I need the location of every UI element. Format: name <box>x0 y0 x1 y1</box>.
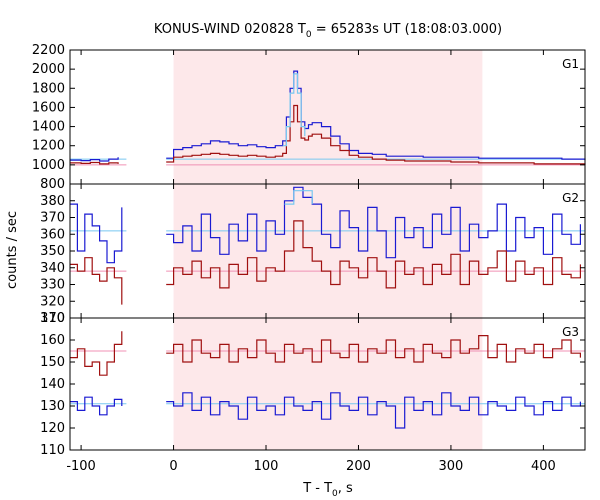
panel-label: G2 <box>562 191 579 205</box>
y-tick-label: 380 <box>40 194 65 209</box>
series-g1-red-pre <box>70 161 119 165</box>
y-tick-label: 1600 <box>32 100 65 115</box>
y-tick-label: 360 <box>40 227 65 242</box>
y-tick-label: 2000 <box>32 62 65 77</box>
x-tick-label: 400 <box>531 459 556 474</box>
y-tick-label: 320 <box>40 294 65 309</box>
y-tick-label: 370 <box>40 211 65 226</box>
y-tick-label: 330 <box>40 278 65 293</box>
plot-area: 8001000120014001600180020002200G13103203… <box>32 43 586 474</box>
y-tick-label: 170 <box>40 311 65 326</box>
y-axis-label: counts / sec <box>5 211 20 289</box>
series-g1-red <box>166 104 586 165</box>
y-tick-label: 120 <box>40 421 65 436</box>
series-g3-red-pre <box>70 331 123 376</box>
series-g2-blue <box>166 186 581 259</box>
panel-label: G3 <box>562 325 579 339</box>
highlight-region <box>173 318 483 450</box>
y-tick-label: 2200 <box>32 43 65 58</box>
y-tick-label: 160 <box>40 333 65 348</box>
series-g2-cyan <box>284 190 313 205</box>
y-tick-label: 150 <box>40 355 65 370</box>
panel-g1: 800 1000 1200 1400 1600 1800 2000 2200 G1 <box>32 43 586 192</box>
series-g3-blue-pre <box>70 396 123 416</box>
y-tick-label: 1400 <box>32 120 65 135</box>
y-tick-label: 310 <box>40 311 65 326</box>
series-g3-red <box>166 335 581 363</box>
x-tick-label: 200 <box>346 459 371 474</box>
x-tick-label: 300 <box>439 459 464 474</box>
x-tick-label: -100 <box>66 459 96 474</box>
x-tick-label: 0 <box>169 459 177 474</box>
y-tick-label: 350 <box>40 244 65 259</box>
chart-title: KONUS-WIND 020828 T0 = 65283s UT (18:08:… <box>154 22 502 40</box>
panel-g3: 110 120 130 140 150 160 170 G3 <box>40 311 586 458</box>
y-tick-label: 140 <box>40 377 65 392</box>
series-g2-red-pre <box>70 257 123 305</box>
series-g2-red <box>166 220 581 289</box>
series-g2-blue-pre <box>70 203 123 264</box>
highlight-region <box>173 50 483 184</box>
series-g1-blue-pre <box>70 157 119 162</box>
panel-label: G1 <box>562 57 579 71</box>
y-tick-label: 110 <box>40 443 65 458</box>
y-tick-label: 1800 <box>32 81 65 96</box>
y-tick-label: 340 <box>40 261 65 276</box>
series-g3-blue <box>166 392 581 429</box>
y-tick-label: 1000 <box>32 158 65 173</box>
x-axis-label: T - T0, s <box>302 481 353 499</box>
y-tick-label: 800 <box>40 177 65 192</box>
x-tick-label: 100 <box>254 459 279 474</box>
y-tick-label: 1200 <box>32 139 65 154</box>
series-g1-cyan <box>282 73 306 147</box>
highlight-region <box>173 184 483 318</box>
y-tick-label: 130 <box>40 399 65 414</box>
